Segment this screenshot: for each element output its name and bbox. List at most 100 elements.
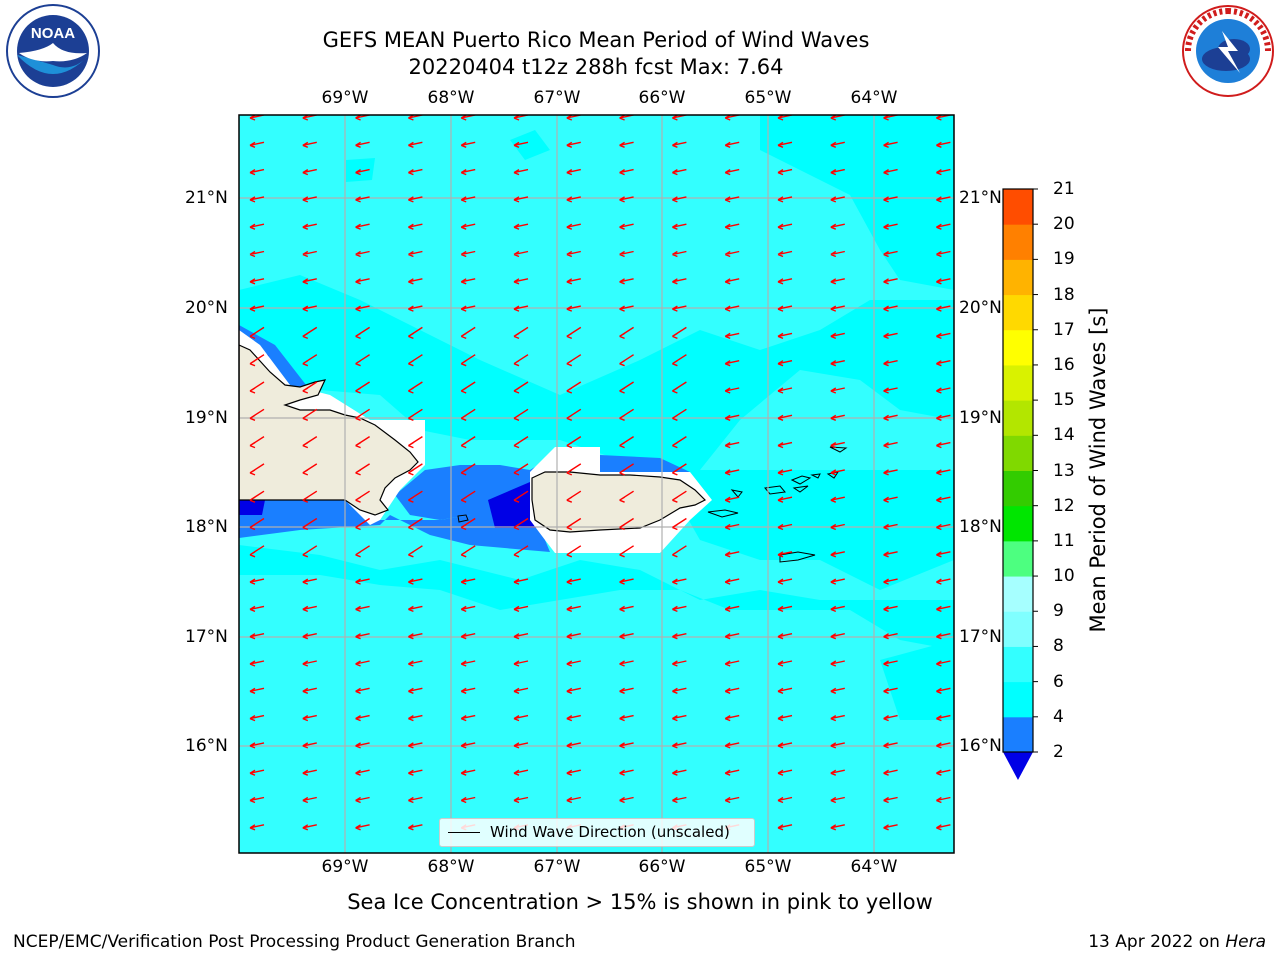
wave-direction-arrow bbox=[724, 551, 740, 558]
wave-direction-arrow bbox=[513, 517, 529, 531]
wave-direction-arrow bbox=[408, 141, 423, 148]
wave-direction-arrow bbox=[460, 714, 476, 722]
wave-direction-arrow bbox=[883, 769, 898, 776]
lat-label-left: 19°N bbox=[185, 408, 228, 428]
wave-direction-arrow bbox=[566, 168, 581, 176]
wave-direction-arrow bbox=[460, 250, 476, 258]
wave-direction-arrow bbox=[566, 796, 581, 804]
lat-label-left: 21°N bbox=[185, 188, 228, 208]
wave-direction-arrow bbox=[830, 223, 845, 230]
wave-direction-arrow bbox=[777, 496, 793, 503]
colorbar-tick-label: 8 bbox=[1053, 636, 1064, 657]
wave-direction-arrow bbox=[936, 605, 951, 613]
wave-direction-arrow bbox=[672, 517, 687, 531]
wave-direction-arrow bbox=[672, 633, 687, 640]
wave-direction-arrow bbox=[408, 250, 423, 258]
lat-label-right: 17°N bbox=[959, 627, 1002, 647]
wave-direction-arrow bbox=[724, 141, 740, 148]
wave-direction-arrow bbox=[936, 387, 951, 394]
wave-direction-arrow bbox=[249, 796, 265, 804]
wave-direction-arrow bbox=[355, 605, 370, 613]
wave-direction-arrow bbox=[460, 141, 476, 148]
wave-direction-arrow bbox=[777, 605, 793, 613]
wind-wave-arrows bbox=[249, 115, 951, 831]
wave-direction-arrow bbox=[513, 354, 529, 367]
wave-direction-arrow bbox=[460, 305, 476, 312]
lon-label-top: 65°W bbox=[744, 88, 792, 108]
colorbar-tick-label: 14 bbox=[1053, 425, 1075, 446]
lat-label-left: 17°N bbox=[185, 627, 228, 647]
lat-label-right: 19°N bbox=[959, 408, 1002, 428]
lat-label-right: 21°N bbox=[959, 188, 1002, 208]
lon-label-top: 64°W bbox=[850, 88, 898, 108]
wave-direction-arrow bbox=[724, 496, 740, 503]
wave-direction-arrow bbox=[672, 278, 687, 285]
wave-direction-arrow bbox=[408, 769, 423, 776]
colorbar-band bbox=[1003, 294, 1033, 331]
hispaniola-land bbox=[239, 344, 419, 516]
lat-label-left: 16°N bbox=[185, 736, 228, 756]
wave-direction-arrow bbox=[672, 660, 687, 667]
wave-direction-arrow bbox=[566, 769, 581, 776]
wave-direction-arrow bbox=[830, 605, 845, 613]
field-patch bbox=[880, 640, 954, 720]
footer-machine: Hera bbox=[1225, 932, 1266, 952]
wave-direction-arrow bbox=[460, 436, 476, 449]
wave-direction-arrow bbox=[355, 168, 370, 176]
wave-direction-arrow bbox=[566, 354, 582, 367]
wave-direction-arrow bbox=[513, 796, 529, 804]
wave-direction-arrow bbox=[777, 387, 793, 394]
wave-direction-arrow bbox=[566, 305, 581, 312]
wave-direction-arrow bbox=[619, 714, 634, 722]
wave-direction-arrow bbox=[249, 278, 265, 285]
wave-direction-arrow bbox=[936, 578, 951, 585]
wave-direction-arrow bbox=[936, 660, 951, 667]
wave-direction-arrow bbox=[619, 545, 634, 558]
wave-direction-arrow bbox=[777, 714, 793, 722]
colorbar-band bbox=[1003, 716, 1033, 753]
wave-direction-arrow bbox=[460, 742, 476, 749]
wave-direction-arrow bbox=[619, 278, 634, 285]
wave-direction-arrow bbox=[830, 796, 845, 804]
wave-direction-arrow bbox=[566, 408, 582, 421]
footer-date: 13 Apr 2022 on Hera bbox=[1088, 932, 1266, 952]
colorbar-tick-label: 2 bbox=[1053, 742, 1064, 762]
lat-label-left: 18°N bbox=[185, 517, 228, 537]
wave-direction-arrow bbox=[355, 223, 370, 230]
wave-direction-arrow bbox=[513, 436, 529, 449]
wave-direction-arrow bbox=[408, 545, 423, 558]
wave-direction-arrow bbox=[619, 168, 634, 176]
wave-direction-arrow bbox=[566, 463, 582, 476]
wave-direction-arrow bbox=[460, 578, 476, 585]
wave-direction-arrow bbox=[460, 408, 476, 421]
wave-direction-arrow bbox=[883, 824, 898, 831]
wave-direction-arrow bbox=[830, 141, 845, 148]
wave-direction-arrow bbox=[249, 578, 265, 585]
wave-direction-arrow bbox=[883, 714, 898, 722]
legend-line-swatch bbox=[448, 832, 480, 834]
wave-direction-arrow bbox=[672, 354, 687, 367]
field-patch bbox=[239, 452, 690, 552]
wave-direction-arrow bbox=[566, 742, 581, 749]
field-patch bbox=[395, 465, 530, 520]
wave-direction-arrow bbox=[566, 714, 581, 722]
wave-direction-arrow bbox=[302, 463, 318, 476]
wave-direction-arrow bbox=[355, 463, 370, 476]
wave-direction-arrow bbox=[830, 523, 845, 531]
wave-direction-arrow bbox=[249, 168, 265, 176]
wave-direction-arrow bbox=[460, 381, 476, 394]
field-patch bbox=[760, 115, 954, 290]
wave-direction-arrow bbox=[460, 278, 476, 285]
wave-direction-arrow bbox=[566, 250, 581, 258]
wave-direction-arrow bbox=[355, 196, 370, 203]
wave-direction-arrow bbox=[883, 578, 898, 585]
wave-direction-arrow bbox=[830, 687, 845, 694]
wave-direction-arrow bbox=[460, 326, 476, 340]
wave-direction-arrow bbox=[566, 436, 582, 449]
wave-direction-arrow bbox=[672, 250, 687, 258]
wave-direction-arrow bbox=[883, 742, 898, 749]
wave-direction-arrow bbox=[883, 796, 898, 804]
wave-direction-arrow bbox=[460, 463, 476, 476]
wave-direction-arrow bbox=[672, 742, 687, 749]
wave-direction-arrow bbox=[883, 250, 898, 258]
